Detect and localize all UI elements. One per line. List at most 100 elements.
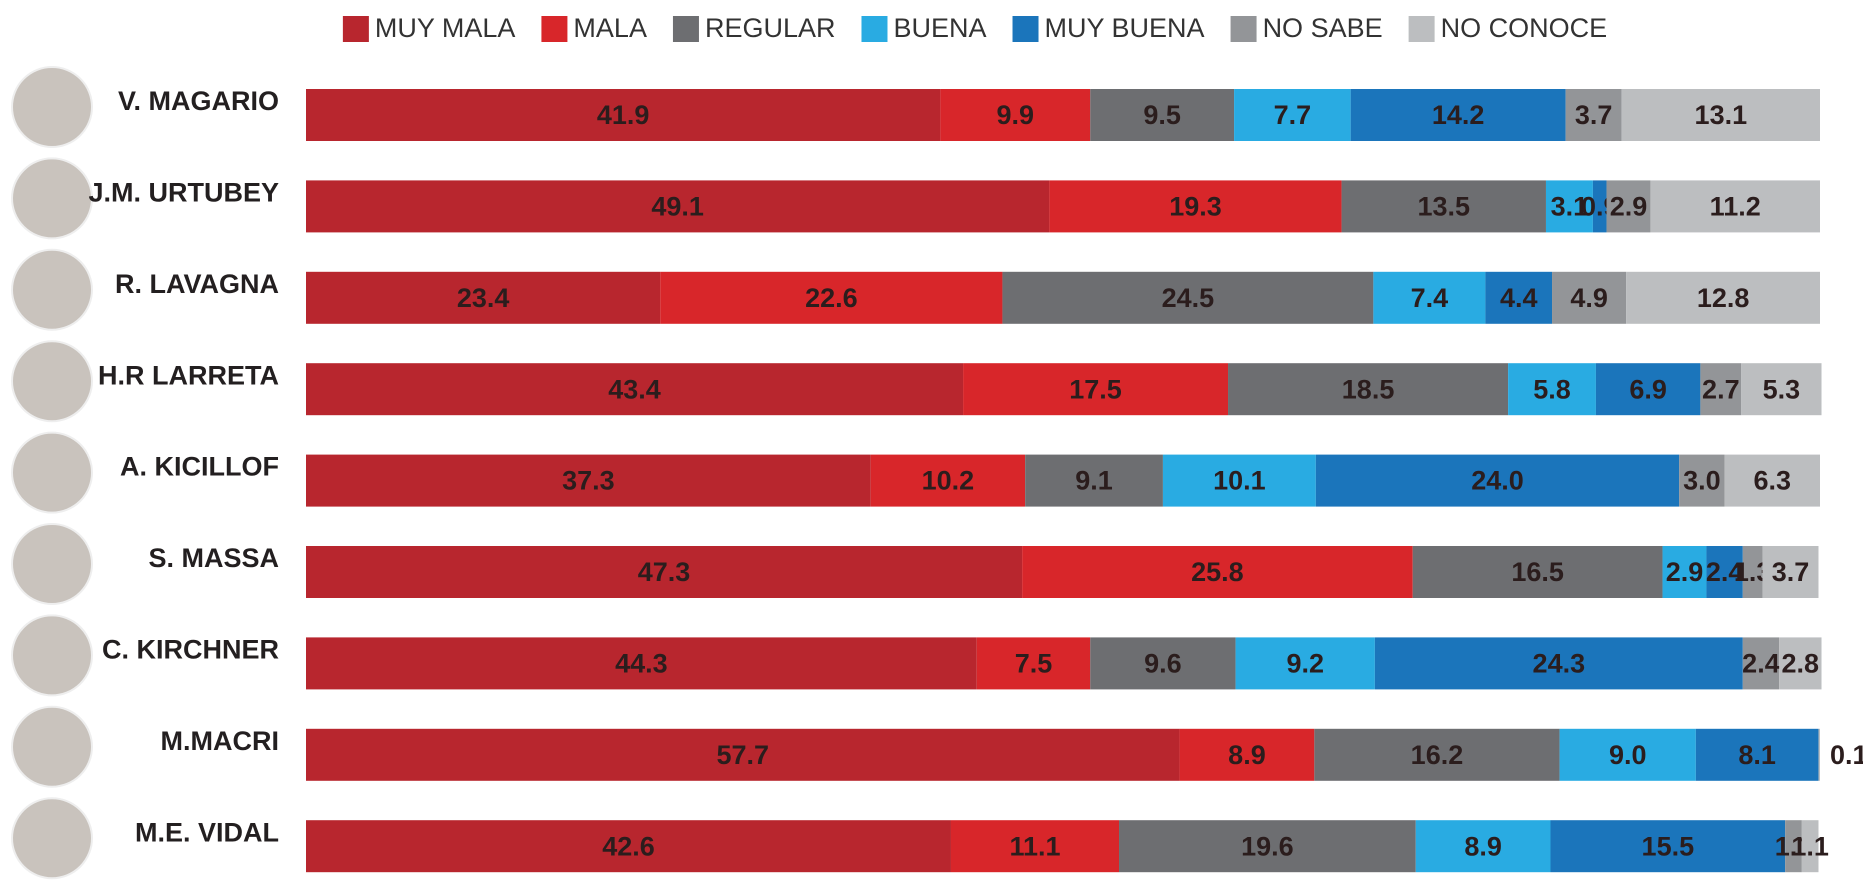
bar-segment [1228, 363, 1509, 416]
category-label: C. KIRCHNER [102, 635, 279, 665]
bar-segment [1550, 820, 1786, 873]
bar-segment [1373, 271, 1486, 324]
bar-segment [1626, 271, 1820, 324]
bar-segment [1049, 180, 1342, 233]
legend-swatch [1408, 16, 1435, 42]
value-label: 57.7 [717, 740, 770, 770]
bar-segment [1485, 271, 1553, 324]
value-label: 43.4 [608, 374, 661, 404]
value-label: 19.3 [1169, 192, 1222, 222]
bar-segment [1090, 89, 1235, 141]
bar-segment [1779, 637, 1822, 690]
category-label: A. KICILLOF [120, 452, 279, 482]
photo [11, 523, 93, 605]
legend-label: NO SABE [1263, 13, 1383, 43]
value-label: 11.1 [1009, 831, 1060, 861]
legend-swatch [1230, 16, 1257, 42]
bar-segment [1374, 637, 1743, 690]
bar-segment [1565, 89, 1622, 141]
legend: MUY MALA MALA REGULAR BUENA MUY BUENA NO SABE… [342, 13, 1608, 43]
bar-segment [306, 637, 977, 690]
bar-segment [1415, 820, 1551, 873]
legend-label: NO CONOCE [1441, 13, 1608, 43]
legend-swatch [541, 16, 568, 42]
value-label: 10.1 [1213, 466, 1266, 496]
bar-segment [940, 89, 1091, 141]
legend-swatch [672, 16, 699, 42]
bar-segment [1315, 454, 1680, 507]
value-label: 24.5 [1162, 283, 1215, 313]
value-label: 3.0 [1683, 466, 1721, 496]
category-label: J.M. URTUBEY [88, 178, 279, 208]
value-label: 0.1 [1830, 740, 1863, 770]
value-label: 3.7 [1575, 100, 1613, 130]
bar-segment [1606, 180, 1651, 233]
bar-segment [1508, 363, 1596, 416]
bar-segment [1234, 89, 1351, 141]
bar-segment [1595, 363, 1701, 416]
value-label: 16.2 [1411, 740, 1464, 770]
category-label: M.E. VIDAL [135, 817, 279, 847]
value-label: 41.9 [597, 100, 650, 130]
value-label: 12.8 [1697, 283, 1750, 313]
value-label: 8.1 [1738, 740, 1776, 770]
value-label: 19.6 [1241, 831, 1294, 861]
value-label: 2.4 [1706, 557, 1744, 587]
value-label: 9.6 [1144, 649, 1182, 679]
photo [11, 340, 93, 423]
value-label: 6.9 [1629, 374, 1667, 404]
bar-segment [1762, 546, 1819, 598]
bar-segment [1002, 271, 1374, 324]
value-label: 24.3 [1533, 649, 1586, 679]
legend-label: MUY BUENA [1045, 13, 1205, 43]
bar-segment [976, 637, 1091, 690]
bar-segment [1679, 454, 1725, 507]
bar-segment [306, 89, 941, 141]
bar-segment [1559, 728, 1696, 781]
value-label: 17.5 [1069, 374, 1122, 404]
category-label: V. MAGARIO [118, 86, 279, 116]
bar-segment [1650, 180, 1820, 233]
legend-swatch [861, 16, 888, 42]
bar-segment [660, 271, 1003, 324]
bar-segment [1706, 546, 1743, 598]
legend-label: REGULAR [705, 13, 836, 43]
bar-segment [950, 820, 1120, 873]
bar-segment [1179, 728, 1315, 781]
value-label: 2.4 [1742, 649, 1780, 679]
bar-segment [1552, 271, 1627, 324]
value-label: 25.8 [1191, 557, 1244, 587]
value-label: 16.5 [1511, 557, 1564, 587]
bar-segment [1724, 454, 1820, 507]
value-label: 2.8 [1782, 649, 1820, 679]
value-label: 2.7 [1702, 374, 1740, 404]
bar-segment [1412, 546, 1663, 598]
value-label: 3.7 [1772, 557, 1810, 587]
value-label: 15.5 [1642, 831, 1695, 861]
category-label: S. MASSA [148, 543, 279, 573]
bar-segment [1801, 820, 1819, 873]
value-label: 7.5 [1015, 649, 1053, 679]
value-label: 13.1 [1695, 100, 1748, 130]
bar-segment [1022, 546, 1413, 598]
photo [11, 614, 93, 697]
value-label: 22.6 [805, 283, 858, 313]
photo [11, 431, 93, 514]
value-label: 9.0 [1609, 740, 1647, 770]
bar-segment [306, 363, 964, 416]
value-label: 11.2 [1710, 192, 1761, 222]
bar-segment [1742, 637, 1780, 690]
bar-segment [1119, 820, 1416, 873]
bar-segment [1741, 363, 1822, 416]
value-label: 4.4 [1500, 283, 1538, 313]
value-label: 4.9 [1570, 283, 1608, 313]
value-label: 7.7 [1274, 100, 1312, 130]
bar-segment [1742, 546, 1763, 598]
value-label: 10.2 [922, 466, 975, 496]
bar-segment [1025, 454, 1163, 507]
bar-segment [963, 363, 1229, 416]
value-label: 49.1 [651, 192, 704, 222]
legend-label: MALA [573, 13, 647, 43]
bar-segment [306, 546, 1023, 598]
value-label: 9.9 [997, 100, 1035, 130]
